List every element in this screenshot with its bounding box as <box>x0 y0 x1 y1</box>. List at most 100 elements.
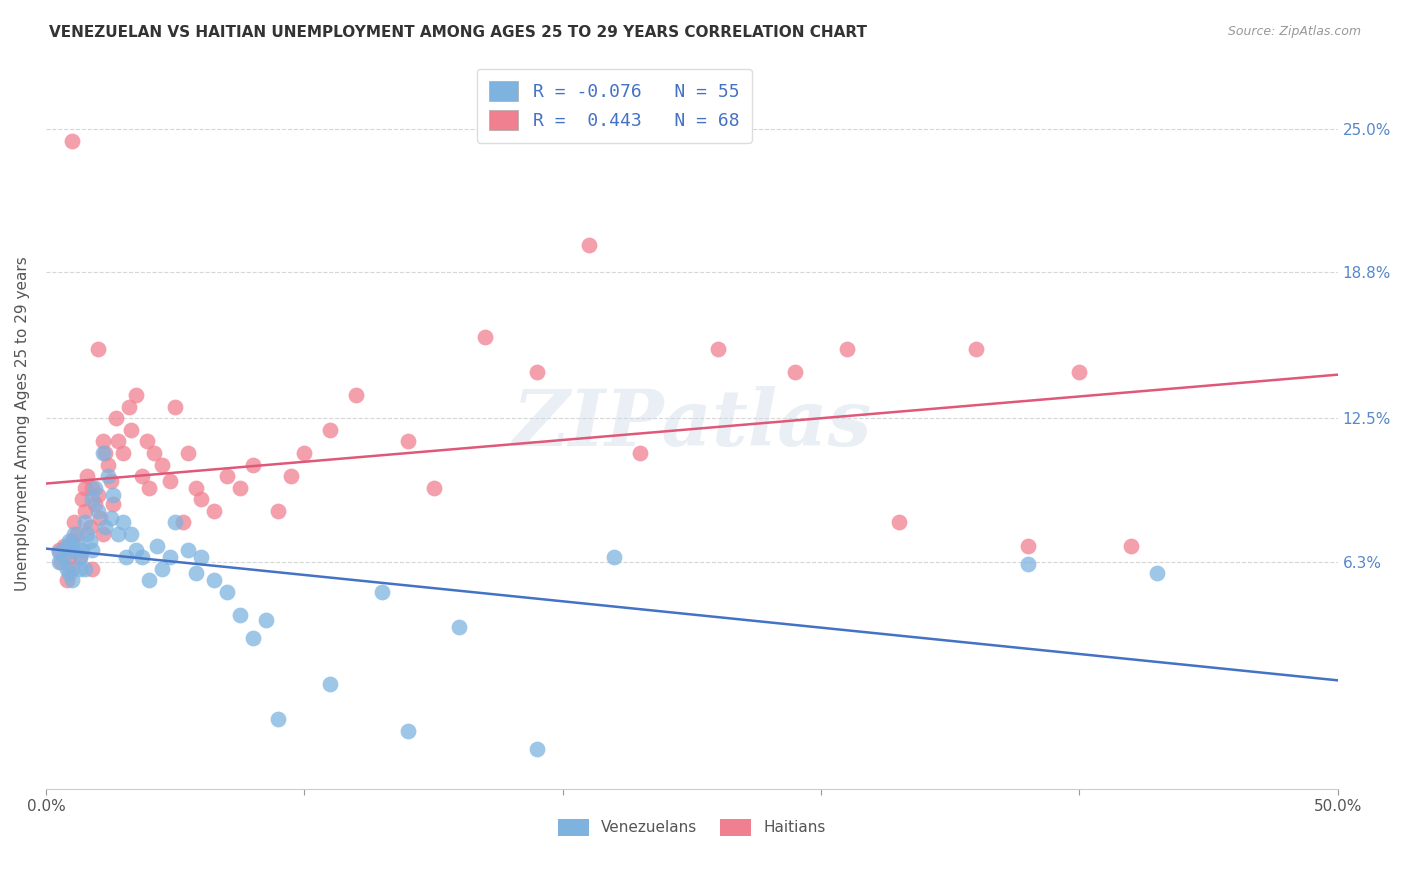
Point <box>146 539 169 553</box>
Point <box>104 411 127 425</box>
Point <box>60 574 83 588</box>
Point <box>165 516 187 530</box>
Point <box>91 446 114 460</box>
Point <box>267 712 290 726</box>
Point <box>94 520 117 534</box>
Point <box>120 423 142 437</box>
Text: VENEZUELAN VS HAITIAN UNEMPLOYMENT AMONG AGES 25 TO 29 YEARS CORRELATION CHART: VENEZUELAN VS HAITIAN UNEMPLOYMENT AMONG… <box>49 25 868 40</box>
Point <box>172 516 194 530</box>
Point <box>706 342 728 356</box>
Point <box>97 469 120 483</box>
Point <box>76 527 98 541</box>
Point <box>159 474 181 488</box>
Text: Source: ZipAtlas.com: Source: ZipAtlas.com <box>1227 25 1361 38</box>
Point <box>965 342 987 356</box>
Point <box>86 488 108 502</box>
Point <box>76 469 98 483</box>
Point <box>344 388 367 402</box>
Point <box>229 607 252 622</box>
Point <box>89 510 111 524</box>
Point <box>785 365 807 379</box>
Point <box>73 516 96 530</box>
Point <box>91 434 114 449</box>
Point <box>242 458 264 472</box>
Point <box>319 677 342 691</box>
Text: ZIPatlas: ZIPatlas <box>512 386 872 462</box>
Point <box>280 469 302 483</box>
Point <box>143 446 166 460</box>
Point <box>474 330 496 344</box>
Point <box>107 527 129 541</box>
Point <box>66 539 89 553</box>
Point <box>63 527 86 541</box>
Legend: Venezuelans, Haitians: Venezuelans, Haitians <box>558 819 825 836</box>
Point <box>91 527 114 541</box>
Point <box>86 504 108 518</box>
Point <box>58 566 80 581</box>
Point <box>82 492 104 507</box>
Point <box>100 510 122 524</box>
Point <box>138 574 160 588</box>
Point <box>86 342 108 356</box>
Point <box>396 723 419 738</box>
Point <box>82 543 104 558</box>
Point <box>150 562 173 576</box>
Point <box>125 543 148 558</box>
Point <box>60 533 83 548</box>
Point <box>58 533 80 548</box>
Point <box>1119 539 1142 553</box>
Point <box>69 550 91 565</box>
Point <box>55 574 77 588</box>
Point <box>165 400 187 414</box>
Point <box>70 492 93 507</box>
Point <box>53 550 76 565</box>
Point <box>131 469 153 483</box>
Point <box>82 562 104 576</box>
Point <box>135 434 157 449</box>
Point <box>69 550 91 565</box>
Point <box>82 481 104 495</box>
Point <box>371 584 394 599</box>
Point <box>603 550 626 565</box>
Point <box>202 574 225 588</box>
Point <box>55 562 77 576</box>
Point <box>578 237 600 252</box>
Point <box>177 543 200 558</box>
Point <box>100 474 122 488</box>
Point <box>97 458 120 472</box>
Point <box>51 555 73 569</box>
Point <box>449 619 471 633</box>
Point <box>58 550 80 565</box>
Point <box>48 555 70 569</box>
Point <box>60 543 83 558</box>
Point <box>1069 365 1091 379</box>
Point <box>70 543 93 558</box>
Point <box>190 492 212 507</box>
Point <box>60 134 83 148</box>
Point <box>53 539 76 553</box>
Point <box>628 446 651 460</box>
Point <box>177 446 200 460</box>
Point <box>94 446 117 460</box>
Point <box>112 516 135 530</box>
Point <box>215 584 238 599</box>
Point <box>190 550 212 565</box>
Point <box>229 481 252 495</box>
Point <box>887 516 910 530</box>
Point <box>150 458 173 472</box>
Point <box>835 342 858 356</box>
Point <box>60 562 83 576</box>
Point <box>115 550 138 565</box>
Point <box>112 446 135 460</box>
Point <box>101 488 124 502</box>
Point <box>1017 539 1039 553</box>
Point <box>117 400 139 414</box>
Point <box>184 481 207 495</box>
Point <box>66 527 89 541</box>
Point <box>526 742 548 756</box>
Point <box>73 481 96 495</box>
Point <box>242 631 264 645</box>
Point <box>1146 566 1168 581</box>
Y-axis label: Unemployment Among Ages 25 to 29 years: Unemployment Among Ages 25 to 29 years <box>15 257 30 591</box>
Point <box>422 481 444 495</box>
